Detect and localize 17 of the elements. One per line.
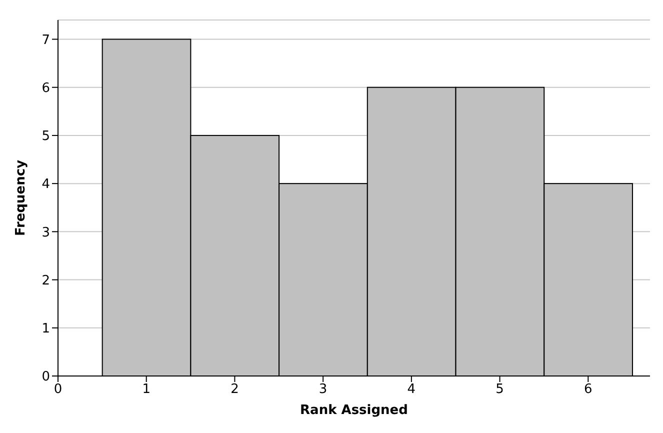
y-tick-label: 1 bbox=[42, 322, 50, 337]
x-tick-label: 3 bbox=[318, 382, 328, 398]
y-tick-label: 4 bbox=[42, 177, 50, 192]
x-axis-title: Rank Assigned bbox=[300, 403, 408, 418]
y-axis-title: Frequency bbox=[14, 159, 29, 236]
y-tick-label: 6 bbox=[42, 80, 50, 96]
x-tick-label: 5 bbox=[496, 382, 504, 398]
y-tick-label: 3 bbox=[42, 225, 50, 240]
y-tick-label: 2 bbox=[42, 273, 50, 288]
x-tick-label: 6 bbox=[584, 382, 592, 398]
y-tick-label: 7 bbox=[42, 32, 50, 48]
y-tick-label: 5 bbox=[42, 129, 50, 144]
x-tick-label: 4 bbox=[407, 382, 416, 398]
x-tick-label: 0 bbox=[54, 382, 62, 398]
x-tick-label: 1 bbox=[142, 382, 150, 398]
y-tick-label: 0 bbox=[42, 370, 50, 385]
x-tick-label: 2 bbox=[230, 382, 239, 398]
